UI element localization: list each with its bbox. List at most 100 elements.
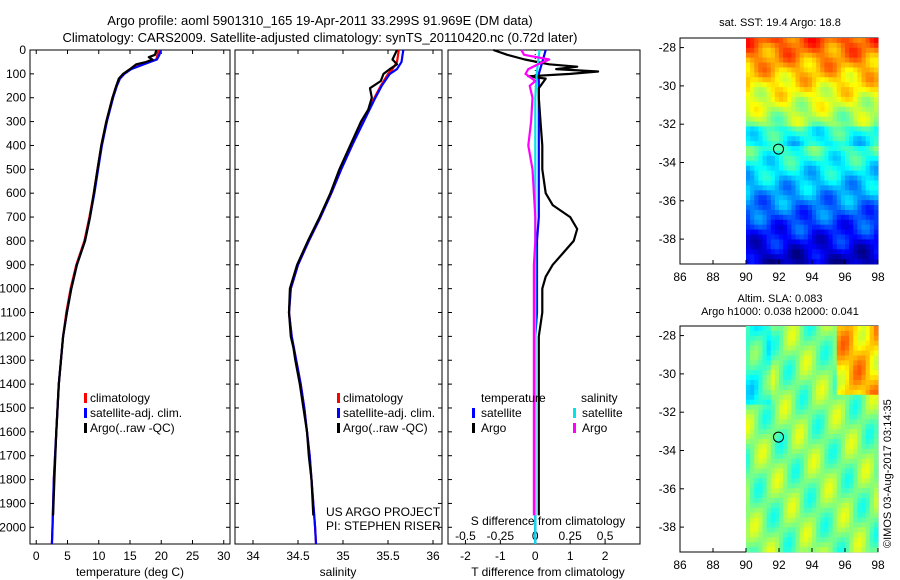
map-cell [766,488,772,494]
map-cell [824,542,829,548]
map-cell [746,180,751,186]
map-cell [824,488,829,494]
map-cell [861,249,867,255]
map-cell [779,458,784,464]
map-cell [849,126,854,132]
map-cell [762,527,768,533]
map-cell [820,141,825,147]
map-cell [750,254,755,260]
map-cell [766,394,772,401]
temperature-xlabel: temperature (deg C) [76,565,184,579]
x-tick-label: 2 [602,549,609,563]
map-cell [779,92,784,98]
map-cell [750,429,755,435]
map-cell [791,155,796,162]
map-cell [836,259,842,265]
map-cell [803,507,809,514]
map-cell [869,355,875,361]
map-cell [820,62,825,68]
map-cell [754,200,759,206]
map-cell [869,38,875,44]
map-cell [861,414,867,420]
map-cell [820,106,825,113]
map-cell [849,96,854,103]
map-cell [820,165,825,172]
map-cell [807,326,813,332]
map-cell [746,77,751,83]
map-cell [766,101,772,108]
map-cell [836,463,842,469]
map-cell [766,542,772,548]
map-cell [754,170,759,176]
map-cell [774,155,780,162]
map-cell [824,340,829,347]
map-cell [828,419,834,425]
argo-location-marker [772,431,784,443]
map-cell [758,512,763,519]
map-cell [787,170,792,176]
map-cell [857,380,862,386]
map-cell [840,360,846,366]
map-cell [845,330,850,337]
map-cell [849,116,854,122]
map-cell [774,229,780,235]
map-cell [754,151,759,157]
map-cell [803,229,809,235]
map-cell [783,326,788,332]
map-cell [820,443,825,450]
map-cell [807,180,813,186]
map-cell [824,185,829,191]
map-cell [865,151,871,157]
map-cell [807,47,813,54]
map-cell [754,249,759,255]
map-cell [812,419,817,425]
map-cell [807,185,813,191]
map-cell [770,493,776,499]
map-cell [795,345,801,351]
map-cell [762,254,768,260]
map-cell [869,370,875,376]
map-cell [779,547,784,553]
map-cell [812,488,817,494]
map-cell [807,77,813,83]
map-cell [791,488,796,494]
map-cell [816,77,821,83]
map-cell [807,443,813,450]
map-cell [762,350,768,356]
map-cell [865,180,871,186]
map-cell [840,345,846,351]
map-cell [770,254,776,260]
map-cell [795,365,801,371]
map-cell [791,151,796,157]
map-cell [857,409,862,415]
map-cell [783,493,788,499]
map-cell [857,92,862,98]
map-cell [840,350,846,356]
map-cell [812,131,817,137]
map-cell [849,62,854,68]
map-cell [774,219,780,226]
map-cell [820,389,825,396]
map-cell [840,151,846,157]
map-cell [758,488,763,494]
map-cell [869,195,875,201]
map-cell [861,155,867,162]
map-cell [783,111,788,118]
map-cell [807,249,813,255]
map-cell [807,87,813,93]
map-cell [803,473,809,479]
map-cell [869,340,875,347]
map-cell [840,229,846,235]
map-cell [746,542,751,548]
map-cell [783,380,788,386]
map-cell [832,244,838,250]
map-cell [803,106,809,113]
map-cell [799,239,805,245]
map-cell [746,370,751,376]
map-cell [787,42,792,49]
map-cell [770,244,776,250]
x-tick-label-top: 0.5 [597,529,614,543]
map-cell [865,380,871,386]
map-cell [807,542,813,548]
map-cell [807,205,813,211]
